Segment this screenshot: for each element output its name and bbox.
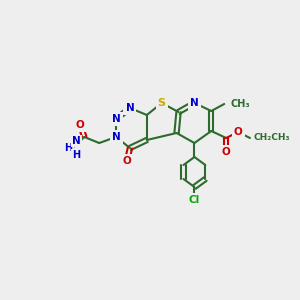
Text: N: N: [72, 136, 81, 146]
Text: O: O: [123, 156, 131, 166]
Text: H: H: [64, 143, 73, 153]
Text: N: N: [112, 132, 120, 142]
Text: H: H: [72, 150, 80, 160]
Text: Cl: Cl: [189, 195, 200, 205]
Text: CH₃: CH₃: [230, 99, 250, 109]
Text: O: O: [76, 120, 85, 130]
Text: O: O: [222, 147, 231, 157]
Text: N: N: [112, 114, 120, 124]
Text: N: N: [126, 103, 134, 113]
Text: S: S: [158, 98, 166, 108]
Text: CH₂CH₃: CH₂CH₃: [254, 134, 290, 142]
Text: N: N: [190, 98, 199, 108]
Text: O: O: [234, 127, 242, 137]
